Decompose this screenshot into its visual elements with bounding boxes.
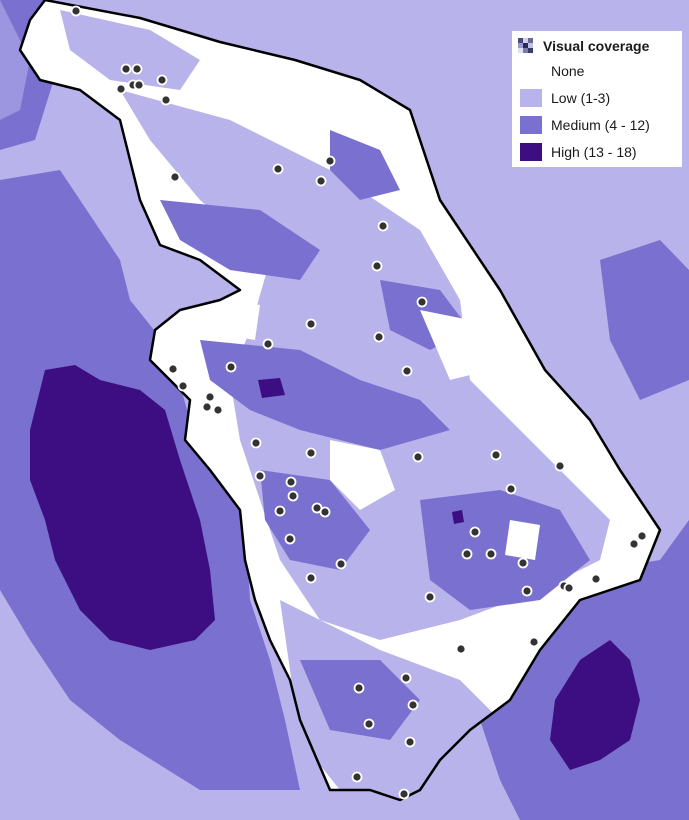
legend-item-high: High (13 - 18) bbox=[518, 138, 676, 165]
observation-point[interactable] bbox=[274, 505, 286, 517]
observation-point[interactable] bbox=[528, 636, 540, 648]
observation-point[interactable] bbox=[400, 672, 412, 684]
observation-point[interactable] bbox=[353, 682, 365, 694]
observation-point[interactable] bbox=[407, 699, 419, 711]
observation-point[interactable] bbox=[262, 338, 274, 350]
observation-point[interactable] bbox=[517, 557, 529, 569]
observation-point[interactable] bbox=[485, 548, 497, 560]
observation-point[interactable] bbox=[335, 558, 347, 570]
legend-item-medium: Medium (4 - 12) bbox=[518, 111, 676, 138]
observation-point[interactable] bbox=[156, 74, 168, 86]
legend-label-none: None bbox=[551, 62, 585, 79]
observation-point[interactable] bbox=[212, 404, 224, 416]
observation-point[interactable] bbox=[319, 506, 331, 518]
observation-point[interactable] bbox=[225, 361, 237, 373]
map-legend: Visual coverage None Low (1-3) Medium (4… bbox=[512, 31, 682, 167]
observation-point[interactable] bbox=[287, 490, 299, 502]
legend-swatch-high bbox=[520, 142, 542, 161]
medium-coverage-east bbox=[600, 240, 689, 400]
observation-point[interactable] bbox=[177, 380, 189, 392]
legend-label-medium: Medium (4 - 12) bbox=[551, 116, 650, 133]
observation-point[interactable] bbox=[272, 163, 284, 175]
observation-point[interactable] bbox=[455, 643, 467, 655]
legend-label-high: High (13 - 18) bbox=[551, 143, 637, 160]
observation-point[interactable] bbox=[284, 533, 296, 545]
observation-point[interactable] bbox=[250, 437, 262, 449]
observation-point[interactable] bbox=[285, 476, 297, 488]
observation-point[interactable] bbox=[133, 79, 145, 91]
observation-point[interactable] bbox=[377, 220, 389, 232]
legend-label-low: Low (1-3) bbox=[551, 89, 611, 106]
observation-point[interactable] bbox=[131, 63, 143, 75]
observation-point[interactable] bbox=[469, 526, 481, 538]
legend-title: Visual coverage bbox=[543, 38, 650, 54]
observation-points-layer bbox=[70, 5, 648, 800]
study-area-boundary bbox=[18, 0, 662, 802]
observation-point[interactable] bbox=[461, 548, 473, 560]
observation-point[interactable] bbox=[505, 483, 517, 495]
observation-point[interactable] bbox=[363, 718, 375, 730]
raster-layer-icon bbox=[518, 38, 533, 53]
observation-point[interactable] bbox=[169, 171, 181, 183]
observation-point[interactable] bbox=[120, 63, 132, 75]
observation-point[interactable] bbox=[404, 736, 416, 748]
legend-item-none: None bbox=[518, 57, 676, 84]
observation-point[interactable] bbox=[398, 788, 410, 800]
observation-point[interactable] bbox=[167, 363, 179, 375]
low-medium-strip bbox=[0, 0, 30, 120]
high-coverage-west bbox=[30, 365, 215, 650]
legend-item-low: Low (1-3) bbox=[518, 84, 676, 111]
observation-point[interactable] bbox=[412, 451, 424, 463]
observation-point[interactable] bbox=[628, 538, 640, 550]
legend-swatch-low bbox=[520, 88, 542, 107]
observation-point[interactable] bbox=[115, 83, 127, 95]
observation-point[interactable] bbox=[70, 5, 82, 17]
observation-point[interactable] bbox=[305, 572, 317, 584]
high-coverage-southeast bbox=[550, 640, 640, 770]
observation-point[interactable] bbox=[636, 530, 648, 542]
observation-point[interactable] bbox=[160, 94, 172, 106]
observation-point[interactable] bbox=[305, 447, 317, 459]
observation-point[interactable] bbox=[305, 318, 317, 330]
observation-point[interactable] bbox=[373, 331, 385, 343]
observation-point[interactable] bbox=[401, 365, 413, 377]
legend-swatch-none bbox=[520, 62, 542, 80]
observation-point[interactable] bbox=[563, 582, 575, 594]
observation-point[interactable] bbox=[554, 460, 566, 472]
observation-point[interactable] bbox=[201, 401, 213, 413]
observation-point[interactable] bbox=[590, 573, 602, 585]
observation-point[interactable] bbox=[324, 155, 336, 167]
legend-header: Visual coverage bbox=[518, 35, 676, 57]
observation-point[interactable] bbox=[204, 391, 216, 403]
observation-point[interactable] bbox=[351, 771, 363, 783]
legend-swatch-medium bbox=[520, 115, 542, 134]
observation-point[interactable] bbox=[254, 470, 266, 482]
observation-point[interactable] bbox=[315, 175, 327, 187]
observation-point[interactable] bbox=[416, 296, 428, 308]
observation-point[interactable] bbox=[521, 585, 533, 597]
observation-point[interactable] bbox=[490, 449, 502, 461]
observation-point[interactable] bbox=[371, 260, 383, 272]
observation-point[interactable] bbox=[424, 591, 436, 603]
